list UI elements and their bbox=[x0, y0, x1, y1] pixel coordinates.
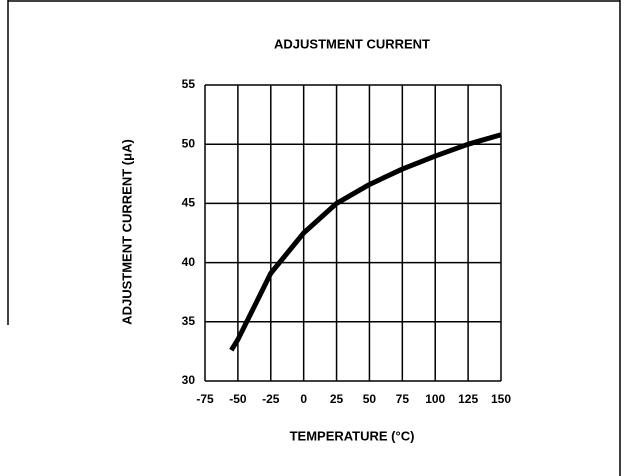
y-tick-label: 35 bbox=[182, 314, 196, 328]
x-tick-label: 25 bbox=[330, 392, 344, 406]
y-tick-label: 50 bbox=[182, 136, 196, 150]
chart-title: ADJUSTMENT CURRENT bbox=[274, 36, 430, 51]
x-axis-title: TEMPERATURE (°C) bbox=[290, 428, 415, 443]
y-tick-label: 55 bbox=[182, 77, 196, 91]
x-tick-label: -50 bbox=[229, 392, 247, 406]
data-line bbox=[229, 132, 502, 352]
y-axis-title: ADJUSTMENT CURRENT (μA) bbox=[119, 139, 134, 325]
y-tick-label: 45 bbox=[182, 196, 196, 210]
x-tick-label: 100 bbox=[425, 392, 445, 406]
x-tick-label: 150 bbox=[491, 392, 511, 406]
x-tick-label: 125 bbox=[458, 392, 478, 406]
x-tick-label: 75 bbox=[396, 392, 410, 406]
x-tick-label: 50 bbox=[363, 392, 377, 406]
y-tick-label: 40 bbox=[182, 255, 196, 269]
x-tick-label: -75 bbox=[196, 392, 214, 406]
x-tick-label: -25 bbox=[262, 392, 280, 406]
y-tick-label: 30 bbox=[182, 373, 196, 387]
x-tick-label: 0 bbox=[300, 392, 307, 406]
